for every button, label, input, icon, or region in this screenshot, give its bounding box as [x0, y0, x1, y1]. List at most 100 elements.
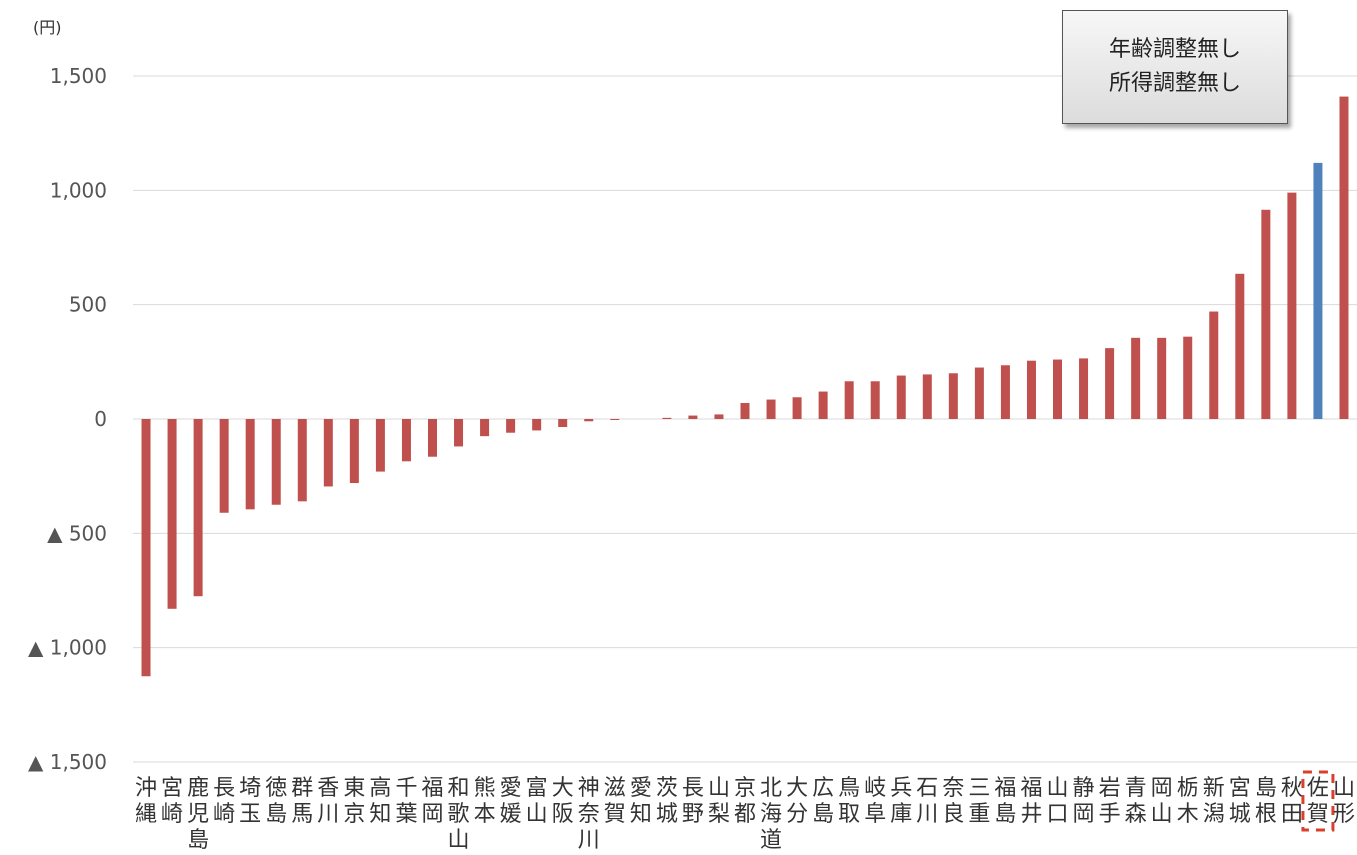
bar [454, 419, 464, 447]
bar [532, 419, 542, 431]
x-tick-label: 滋賀 [604, 776, 626, 827]
bar [1209, 311, 1219, 419]
x-tick-label: 鳥取 [838, 776, 860, 827]
x-tick-label: 沖縄 [135, 776, 157, 827]
bar [401, 419, 411, 462]
x-tick-label: 大阪 [552, 776, 574, 827]
x-tick-label: 栃木 [1177, 776, 1199, 827]
bar [1026, 360, 1036, 419]
bar [1287, 192, 1297, 419]
bar [141, 419, 151, 677]
bar [1339, 96, 1349, 419]
x-tick-label: 福島 [994, 776, 1016, 827]
bar [610, 419, 620, 420]
y-axis: 1,500 1,000 500 0 ▲ 500 ▲ 1,000 ▲ 1,500 [28, 64, 107, 774]
x-tick-label: 北海道 [760, 776, 782, 853]
bar [349, 419, 359, 484]
x-tick-label: 大分 [786, 776, 808, 827]
bar [219, 419, 229, 513]
bar [1105, 348, 1115, 419]
annotation-line-1: 年齢調整無し [1108, 37, 1241, 62]
x-tick-label: 長野 [682, 776, 704, 827]
bar [844, 381, 854, 419]
x-tick-label: 神奈川 [578, 776, 600, 853]
bar [714, 414, 724, 419]
bar [1053, 359, 1063, 419]
x-tick-label: 東京 [343, 776, 365, 827]
bar [1131, 337, 1141, 419]
x-tick-label: 京都 [734, 776, 756, 827]
x-tick-label: 長崎 [213, 776, 235, 827]
bar [740, 402, 750, 419]
bar [506, 419, 516, 433]
x-axis: 沖縄宮崎鹿児島長崎埼玉徳島群馬香川東京高知千葉福岡和歌山熊本愛媛富山大阪神奈川滋… [135, 770, 1355, 853]
x-tick-label: 富山 [526, 776, 548, 827]
x-tick-label: 静岡 [1073, 776, 1095, 827]
x-tick-label: 石川 [916, 776, 938, 827]
bar [766, 399, 776, 419]
x-tick-label: 茨城 [656, 776, 678, 827]
x-tick-label: 香川 [317, 776, 339, 827]
x-tick-label: 岐阜 [864, 776, 886, 827]
bar [870, 381, 880, 419]
grid-lines [133, 75, 1357, 763]
bar [792, 397, 802, 419]
annotation-box: 年齢調整無し 所得調整無し [1062, 10, 1288, 124]
bar [1079, 358, 1089, 419]
y-unit-label: (円) [33, 18, 62, 37]
x-tick-label: 千葉 [395, 776, 417, 827]
x-tick-label: 和歌山 [448, 776, 470, 853]
x-tick-label: 高知 [369, 776, 391, 827]
bar [1261, 209, 1271, 419]
bar [1235, 273, 1245, 419]
bar [245, 419, 255, 510]
bar [1157, 337, 1167, 419]
bar [1313, 162, 1323, 420]
x-tick-label: 新潟 [1203, 776, 1225, 827]
x-tick-label: 鹿児島 [187, 776, 209, 853]
highlight-box [1301, 770, 1335, 832]
y-tick-label: ▲ 1,000 [28, 636, 107, 660]
bar [1183, 336, 1193, 419]
x-tick-label: 宮城 [1229, 776, 1251, 827]
x-tick-label: 岩手 [1099, 776, 1121, 827]
y-tick-label: 500 [69, 293, 107, 317]
x-tick-label: 佐賀 [1307, 776, 1329, 827]
y-tick-label: ▲ 500 [47, 521, 107, 545]
bar [818, 391, 828, 419]
bar [662, 417, 672, 419]
bar [271, 419, 281, 505]
x-tick-label: 愛媛 [500, 776, 522, 827]
y-tick-label: ▲ 1,500 [28, 750, 107, 774]
bar [688, 415, 698, 419]
x-tick-label: 岡山 [1151, 776, 1173, 827]
bar [948, 373, 958, 419]
x-tick-label: 山形 [1333, 776, 1355, 827]
x-tick-label: 群馬 [291, 776, 313, 827]
bars [141, 96, 1349, 677]
x-tick-label: 山口 [1047, 776, 1069, 827]
x-tick-label: 三重 [968, 776, 990, 827]
x-tick-label: 愛知 [630, 776, 652, 827]
y-tick-label: 1,000 [50, 178, 107, 202]
x-tick-label: 青森 [1125, 776, 1147, 827]
bar [427, 419, 437, 457]
x-tick-label: 熊本 [474, 776, 496, 827]
y-tick-label: 0 [94, 407, 107, 431]
bar [1000, 365, 1010, 419]
x-tick-label: 埼玉 [239, 776, 261, 827]
bar [922, 374, 932, 419]
x-tick-label: 秋田 [1281, 776, 1303, 827]
annotation-line-2: 所得調整無し [1108, 71, 1241, 96]
bar [167, 419, 177, 609]
bar [558, 419, 568, 428]
x-tick-label: 兵庫 [890, 776, 912, 827]
x-tick-label: 宮崎 [161, 776, 183, 827]
x-tick-label: 島根 [1255, 776, 1277, 827]
x-tick-label: 広島 [812, 776, 834, 827]
x-tick-label: 山梨 [708, 776, 730, 827]
x-tick-label: 福井 [1020, 776, 1042, 827]
bar [297, 419, 307, 502]
bar [375, 419, 385, 472]
